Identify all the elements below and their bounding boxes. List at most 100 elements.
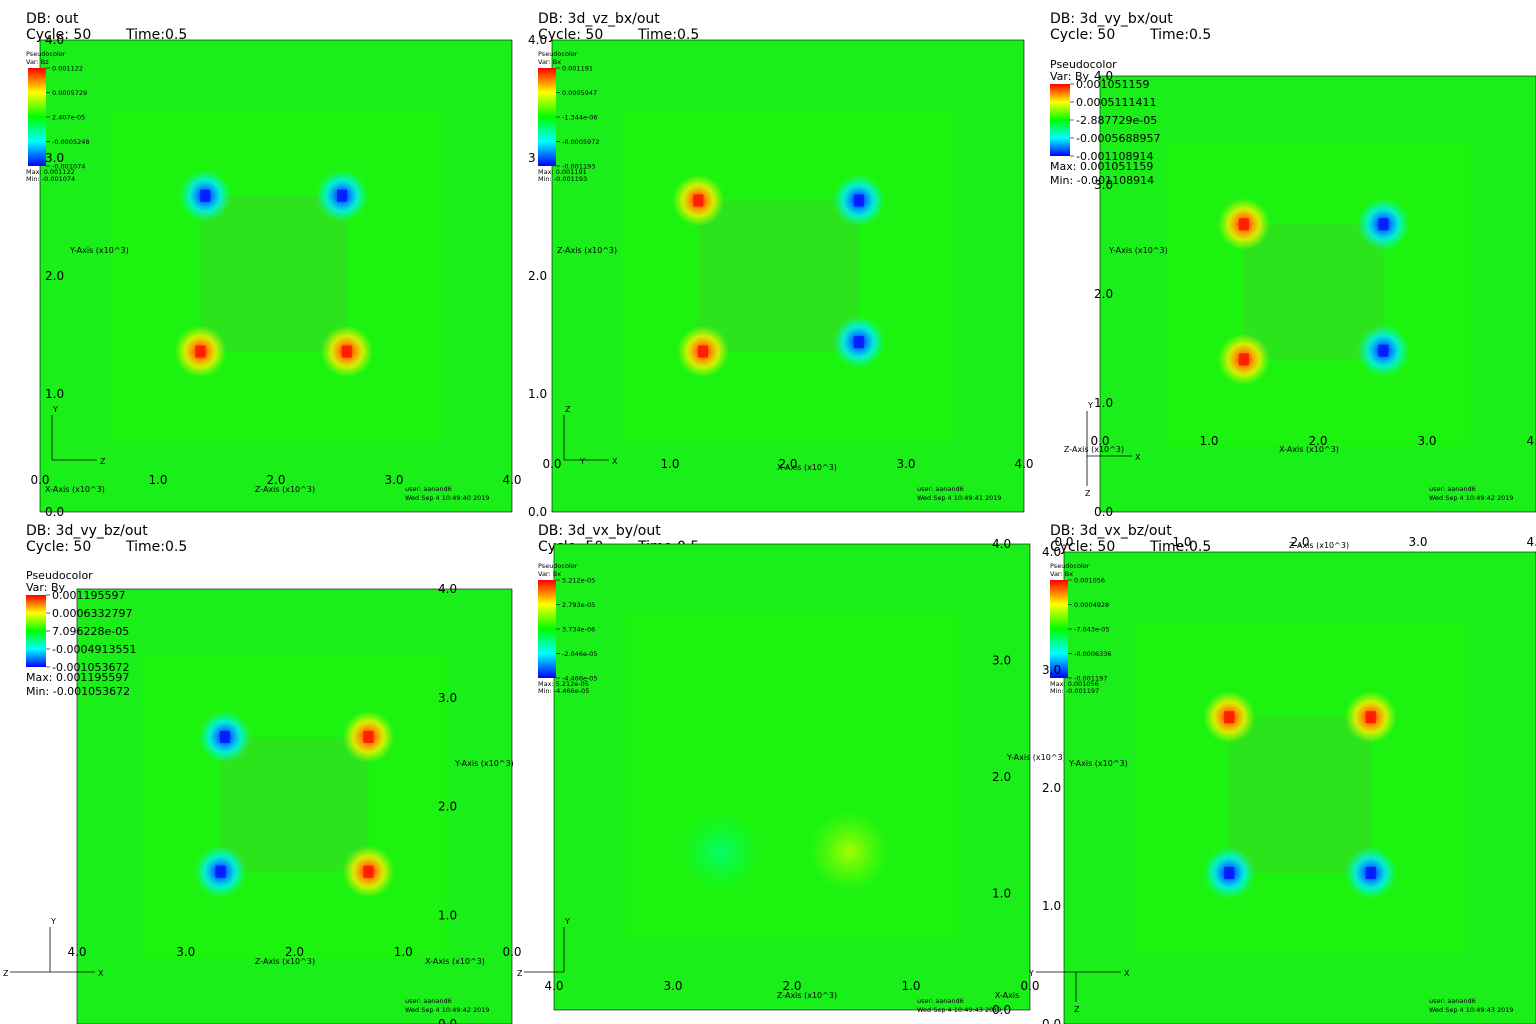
- triad-left-label: Z: [3, 969, 9, 978]
- y-axis-title: Y-Axis (x10^3): [69, 246, 129, 255]
- time-label: Time:0.5: [1149, 27, 1211, 43]
- x-tick-label: 0.0: [1054, 535, 1073, 549]
- y-axis-title: Y-Axis (x10^3): [1108, 246, 1168, 255]
- y-tick-label: 0.0: [528, 505, 547, 519]
- x-tick-label: 2.0: [266, 473, 285, 487]
- user-label: user: aanand6: [917, 485, 964, 493]
- x-axis-title: Z-Axis (x10^3): [255, 485, 315, 494]
- x-tick-label: 2.0: [778, 457, 797, 471]
- axis-triad: X Y Z: [1028, 969, 1130, 1014]
- hotspot-core: [1378, 344, 1389, 357]
- y-tick-label: 2.0: [528, 269, 547, 283]
- colorbar-tick-label: 2.793e-05: [562, 601, 595, 609]
- hotspot-core: [693, 194, 704, 207]
- y-tick-label: 1.0: [1042, 899, 1061, 913]
- legend-max: Max: 5.212e-05: [538, 680, 589, 688]
- legend-var: Var: Bx: [1050, 570, 1073, 578]
- triad-down-label: Z: [1085, 489, 1091, 498]
- structure-region: [1243, 224, 1384, 360]
- triad-right-label: X: [1135, 453, 1141, 462]
- legend-min: Min: -0.001193: [538, 175, 587, 183]
- legend-min: Min: -0.001108914: [1050, 174, 1154, 187]
- x-tick-label: 3.0: [663, 979, 682, 993]
- legend-min: Min: -4.466e-05: [538, 687, 589, 695]
- db-title: DB: 3d_vx_by/out: [538, 523, 661, 539]
- colorbar-tick-label: -7.043e-05: [1074, 626, 1110, 634]
- cycle-label: Cycle: 50: [538, 27, 603, 43]
- triad-right-label: X: [98, 969, 104, 978]
- axis-triad: Y X Z: [1085, 401, 1141, 498]
- x-tick-label: 4.0: [1526, 535, 1536, 549]
- legend-min: Min: -0.001074: [26, 175, 75, 183]
- date-label: Wed Sep 4 10:49:43 2019: [917, 1006, 1002, 1014]
- hotspot-core: [698, 345, 709, 358]
- extra-axis-label: X-Axis (x10^3): [45, 485, 105, 494]
- user-label: user: aanand6: [1429, 485, 1476, 493]
- hotspot-core: [363, 865, 374, 878]
- legend-var: Var: Bz: [26, 58, 49, 66]
- colorbar-tick-label: 0.001191: [562, 65, 593, 73]
- colorbar-tick-label: 0.0005947: [562, 89, 597, 97]
- colorbar-tick-label: 0.001051159: [1076, 78, 1149, 91]
- cycle-label: Cycle: 50: [26, 27, 91, 43]
- cycle-label: Cycle: 50: [1050, 27, 1115, 43]
- user-label: user: aanand6: [405, 997, 452, 1005]
- legend-title: Pseudocolor: [538, 50, 578, 58]
- axis-triad: Z X Y: [563, 405, 618, 466]
- x-axis-title: Z-Axis (x10^3): [777, 991, 837, 1000]
- structure-region: [220, 736, 369, 872]
- y-axis-title: Z-Axis (x10^3): [557, 246, 617, 255]
- legend-var: Var: Bx: [538, 570, 561, 578]
- axis-triad: YZ: [51, 405, 106, 466]
- colorbar: [28, 68, 46, 166]
- colorbar-tick-label: -1.344e-06: [562, 114, 598, 122]
- x-tick-label: 1.0: [660, 457, 679, 471]
- y-tick-label: 1.0: [992, 887, 1011, 901]
- x-tick-label: 1.0: [1172, 535, 1191, 549]
- y-tick-label: 4.0: [1094, 69, 1113, 83]
- triad-mid-label: Y: [579, 457, 585, 466]
- x-tick-label: 3.0: [176, 945, 195, 959]
- date-label: Wed Sep 4 10:49:42 2019: [1429, 494, 1514, 502]
- colorbar-tick-label: 2.407e-05: [52, 114, 85, 122]
- time-label: Time:0.5: [125, 27, 187, 43]
- triad-left-label: Y: [1028, 969, 1034, 978]
- colorbar: [1050, 84, 1070, 156]
- legend-max: Max: 0.001191: [538, 168, 587, 176]
- x-tick-label: 0.0: [30, 473, 49, 487]
- time-label: Time:0.5: [1149, 539, 1211, 555]
- db-title: DB: 3d_vy_bz/out: [26, 523, 148, 539]
- colorbar-tick-label: -0.001108914: [1076, 150, 1153, 163]
- hotspot-core: [363, 730, 374, 743]
- x-tick-label: 0.0: [1090, 434, 1109, 448]
- date-label: Wed Sep 4 10:49:42 2019: [405, 1006, 490, 1014]
- date-label: Wed Sep 4 10:49:41 2019: [917, 494, 1002, 502]
- colorbar-tick-label: 5.212e-05: [562, 577, 595, 585]
- structure-region: [200, 195, 347, 352]
- field-hotspot-1: [680, 811, 761, 892]
- triad-left-label: Z: [517, 969, 523, 978]
- hotspot-core: [341, 345, 352, 358]
- x-tick-label: 1.0: [901, 979, 920, 993]
- triad-up-label: Y: [1087, 401, 1093, 410]
- x-tick-label: 2.0: [1290, 535, 1309, 549]
- x-tick-label: 0.0: [1020, 979, 1039, 993]
- hotspot-core: [337, 189, 348, 202]
- colorbar-tick-label: 0.0005111411: [1076, 96, 1156, 109]
- y-tick-label: 2.0: [45, 269, 64, 283]
- hotspot-core: [853, 336, 864, 349]
- y-tick-label: 1.0: [438, 908, 457, 922]
- hotspot-core: [195, 345, 206, 358]
- colorbar-tick-label: -0.0005972: [562, 138, 600, 146]
- legend-min: Min: -0.001197: [1050, 687, 1099, 695]
- legend-title: Pseudocolor: [1050, 562, 1090, 570]
- user-label: user: aanand6: [917, 997, 964, 1005]
- colorbar: [1050, 580, 1068, 678]
- y-tick-label: 0.0: [1094, 505, 1113, 519]
- y-tick-label: 4.0: [992, 537, 1011, 551]
- structure-region: [1229, 717, 1371, 873]
- x-tick-label: 3.0: [896, 457, 915, 471]
- pseudocolor-field: [553, 543, 1031, 1011]
